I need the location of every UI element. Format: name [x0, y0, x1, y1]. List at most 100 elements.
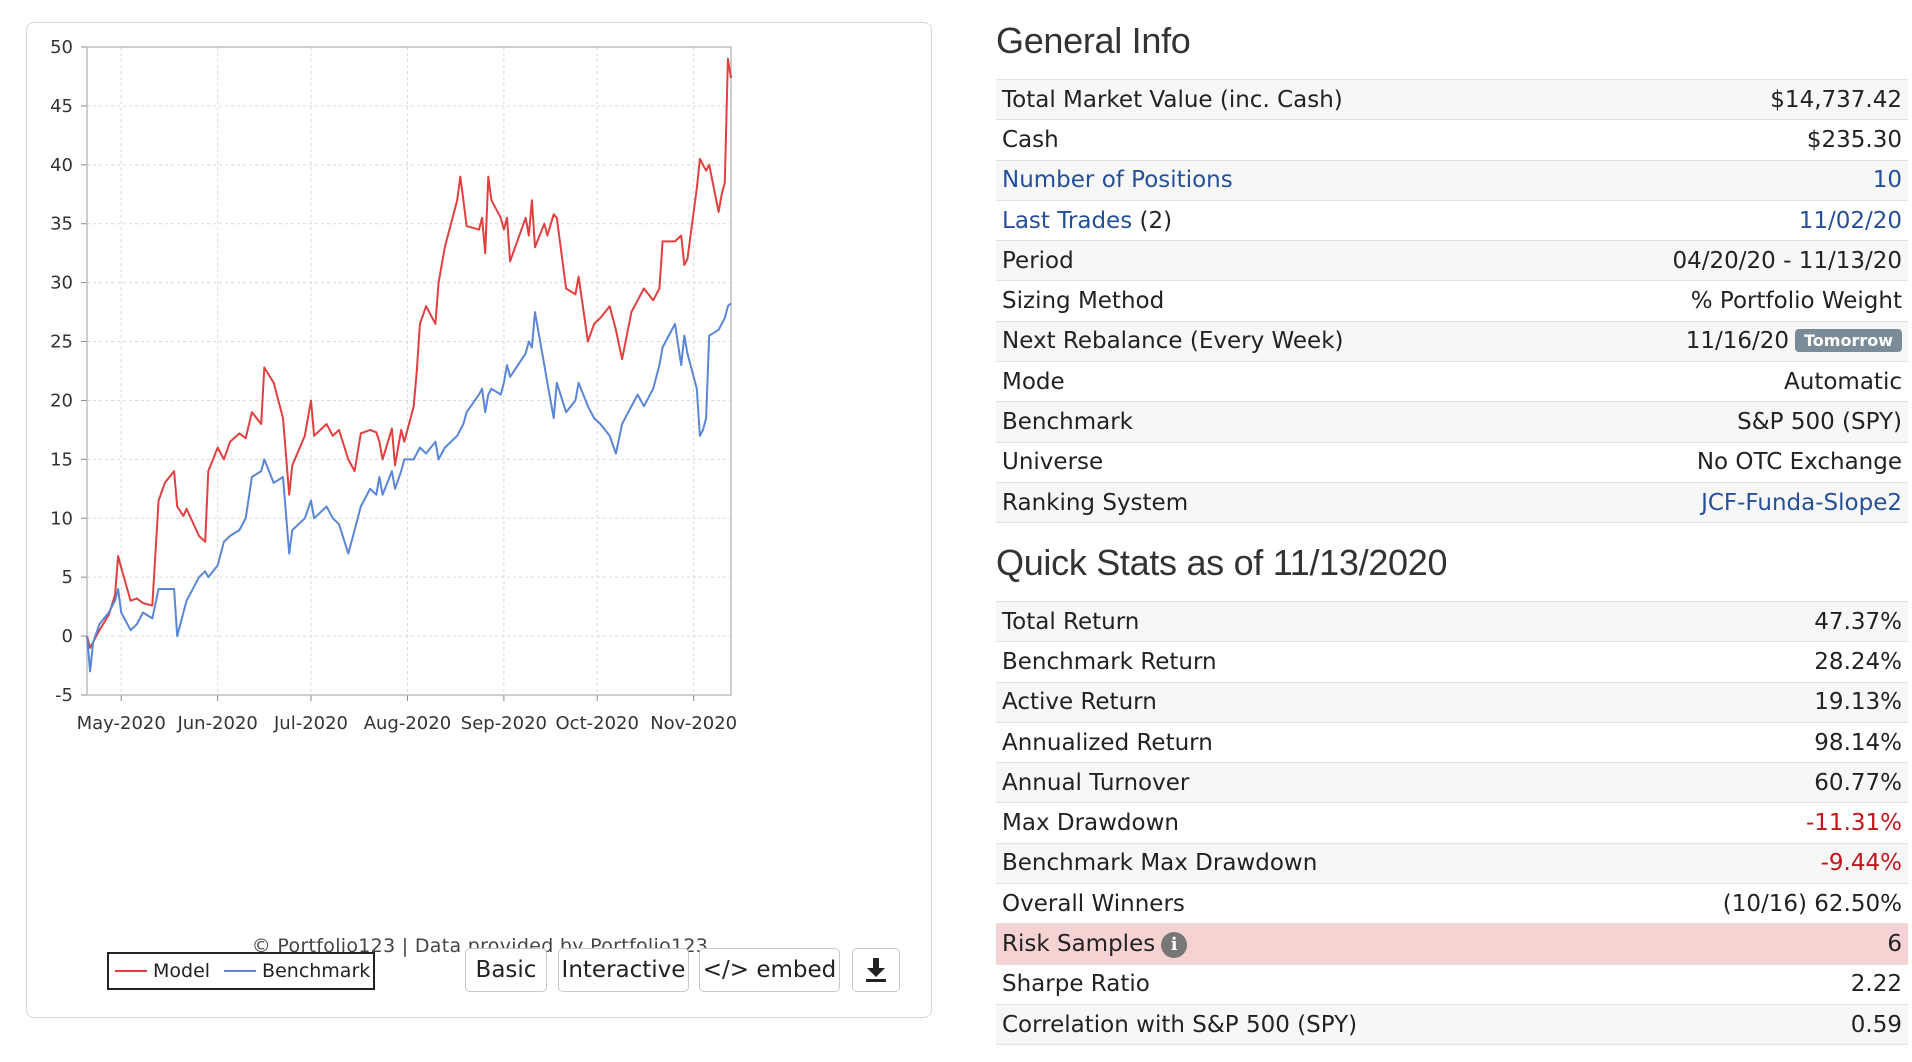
info-row: Risk Samples i 6 — [996, 923, 1908, 965]
info-row: Annualized Return 98.14% — [996, 721, 1908, 763]
row-value-cell: 10 — [1537, 159, 1908, 201]
info-icon[interactable]: i — [1161, 931, 1188, 958]
row-label[interactable]: Number of Positions — [1002, 167, 1233, 194]
interactive-button[interactable]: Interactive — [558, 948, 689, 992]
row-label: Annual Turnover — [1002, 769, 1190, 796]
benchmark-line-swatch — [224, 970, 257, 972]
row-label-cell: Ranking System — [996, 481, 1538, 524]
row-label: Cash — [1002, 126, 1059, 153]
row-label-cell: Overall Winners — [996, 883, 1596, 924]
performance-chart: -5 0 5 10 15 20 25 30 35 40 45 50 May-2020 Jun-2020 Ju… — [50, 37, 737, 734]
row-label: Correlation with S&P 500 (SPY) — [1002, 1011, 1358, 1038]
y-tick-label: 0 — [62, 626, 73, 647]
row-value-cell: S&P 500 (SPY) — [1537, 401, 1908, 443]
row-label-cell: Period — [996, 240, 1538, 281]
y-tick-label: -5 — [55, 685, 73, 706]
row-value-cell: 47.37% — [1595, 600, 1908, 642]
info-row: Benchmark S&P 500 (SPY) — [996, 401, 1908, 443]
row-label: Total Return — [1002, 608, 1140, 635]
row-value-cell: No OTC Exchange — [1537, 441, 1908, 483]
row-value-cell: JCF-Funda-Slope2 — [1537, 481, 1908, 524]
row-label-cell: Cash — [996, 119, 1538, 161]
embed-button[interactable]: </> embed — [699, 948, 840, 992]
row-label-cell: Total Market Value (inc. Cash) — [996, 78, 1538, 120]
row-value: % Portfolio Weight — [1690, 288, 1902, 315]
row-value: 98.14% — [1814, 729, 1902, 756]
status-badge: Tomorrow — [1795, 329, 1902, 353]
row-label-cell: Annualized Return — [996, 721, 1596, 763]
info-row: Active Return 19.13% — [996, 681, 1908, 723]
row-label: Universe — [1002, 449, 1104, 476]
row-label-cell: Benchmark Return — [996, 641, 1596, 683]
basic-button[interactable]: Basic — [465, 948, 547, 992]
row-label: Sizing Method — [1002, 288, 1165, 315]
row-label[interactable]: Last Trades — [1002, 207, 1133, 234]
row-label: Active Return — [1002, 689, 1157, 716]
model-line-swatch — [115, 970, 147, 972]
row-value-cell: -11.31% — [1595, 802, 1908, 844]
row-label-cell: Number of Positions — [996, 159, 1538, 201]
plot-border — [86, 46, 732, 696]
row-value-cell: 0.59 — [1595, 1003, 1908, 1046]
row-label: Overall Winners — [1002, 890, 1185, 917]
info-row: Benchmark Return 28.24% — [996, 641, 1908, 683]
info-row: Max Drawdown -11.31% — [996, 802, 1908, 844]
y-tick-label: 10 — [50, 508, 73, 529]
info-row: Annual Turnover 60.77% — [996, 762, 1908, 803]
row-value: 19.13% — [1814, 689, 1902, 716]
row-label: Sharpe Ratio — [1002, 971, 1150, 998]
row-label-cell: Annual Turnover — [996, 762, 1596, 803]
row-label-cell: Sharpe Ratio — [996, 963, 1596, 1005]
row-label-cell: Mode — [996, 361, 1538, 402]
plot-area — [87, 47, 731, 695]
row-label-cell: Sizing Method — [996, 280, 1538, 322]
row-value: 47.37% — [1814, 608, 1902, 635]
row-value-cell: 04/20/20 - 11/13/20 — [1537, 240, 1908, 281]
y-tick-label: 5 — [62, 567, 73, 588]
series-line-benchmark — [86, 302, 732, 673]
row-value[interactable]: 11/02/20 — [1798, 207, 1902, 234]
y-tick-label: 20 — [50, 390, 73, 411]
row-value-cell: 11/02/20 — [1537, 199, 1908, 241]
info-row: Cash $235.30 — [996, 119, 1908, 161]
row-label: Total Market Value (inc. Cash) — [1002, 86, 1343, 113]
row-label-cell: Max Drawdown — [996, 802, 1596, 844]
y-tick-label: 15 — [50, 449, 73, 470]
row-label: Risk Samples — [1002, 930, 1156, 957]
row-label-cell: Active Return — [996, 681, 1596, 723]
info-row: Total Return 47.37% — [996, 600, 1908, 642]
legend-item-benchmark[interactable]: Benchmark — [224, 960, 370, 982]
info-row: Sharpe Ratio 2.22 — [996, 963, 1908, 1005]
row-label: Benchmark Return — [1002, 648, 1217, 675]
y-tick-label: 25 — [50, 332, 73, 353]
chart-legend: Model Benchmark — [107, 952, 375, 990]
row-label-cell: Total Return — [996, 600, 1596, 642]
row-value-cell: (10/16) 62.50% — [1595, 883, 1908, 924]
download-button[interactable] — [852, 948, 900, 992]
row-value: $14,737.42 — [1770, 86, 1902, 113]
info-row: Number of Positions 10 — [996, 159, 1908, 201]
legend-item-model[interactable]: Model — [115, 960, 210, 982]
row-value: -9.44% — [1820, 850, 1902, 877]
row-label: Max Drawdown — [1002, 810, 1179, 837]
row-label-cell: Benchmark Max Drawdown — [996, 842, 1596, 884]
row-value-cell: 2.22 — [1595, 963, 1908, 1005]
row-label: Next Rebalance (Every Week) — [1002, 328, 1344, 355]
row-label: Period — [1002, 247, 1074, 274]
general-info-table: Total Market Value (inc. Cash) $14,737.42… — [996, 78, 1908, 524]
row-value[interactable]: 10 — [1872, 167, 1902, 194]
row-value: No OTC Exchange — [1696, 449, 1902, 476]
row-value-cell: 11/16/20 Tomorrow — [1537, 320, 1908, 362]
info-row: Period 04/20/20 - 11/13/20 — [996, 240, 1908, 281]
x-tick-label: Jul-2020 — [273, 713, 348, 734]
info-row: Next Rebalance (Every Week) 11/16/20 Tomor… — [996, 320, 1908, 362]
row-value[interactable]: JCF-Funda-Slope2 — [1701, 489, 1902, 516]
legend-label-benchmark: Benchmark — [262, 960, 371, 982]
series-line-model — [86, 57, 732, 649]
row-value-cell: 60.77% — [1595, 762, 1908, 803]
row-label: Benchmark — [1002, 409, 1134, 436]
y-tick-label: 50 — [50, 37, 73, 58]
row-value-cell: 28.24% — [1595, 641, 1908, 683]
row-label: Ranking System — [1002, 489, 1189, 516]
row-value: $235.30 — [1806, 126, 1902, 153]
